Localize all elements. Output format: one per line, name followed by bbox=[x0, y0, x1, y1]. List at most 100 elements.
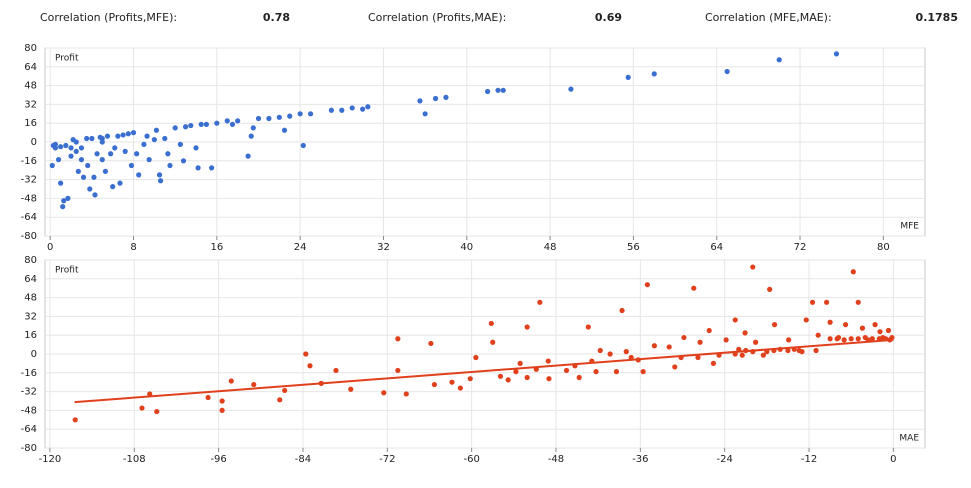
point bbox=[188, 122, 194, 129]
point bbox=[449, 379, 455, 385]
point bbox=[349, 105, 355, 111]
point bbox=[144, 133, 150, 139]
point bbox=[167, 162, 173, 169]
point bbox=[92, 192, 98, 198]
stat-label: Correlation (MFE,MAE): bbox=[705, 11, 832, 24]
point bbox=[72, 417, 78, 423]
point bbox=[276, 114, 282, 120]
point bbox=[219, 407, 225, 413]
y-tick-label: -48 bbox=[21, 405, 37, 416]
point bbox=[681, 334, 687, 341]
point bbox=[850, 269, 856, 275]
point bbox=[651, 71, 657, 77]
x-tick-label: -24 bbox=[717, 454, 733, 465]
point bbox=[417, 98, 423, 104]
point bbox=[245, 153, 251, 159]
point bbox=[834, 336, 840, 342]
point bbox=[49, 162, 55, 169]
y-tick-label: -80 bbox=[21, 443, 37, 454]
point bbox=[154, 408, 160, 415]
y-tick-label: 64 bbox=[24, 62, 37, 73]
point bbox=[706, 327, 712, 334]
y-tick-label: -32 bbox=[21, 387, 37, 398]
point bbox=[300, 142, 306, 149]
point bbox=[672, 364, 678, 370]
point bbox=[255, 115, 262, 122]
point bbox=[786, 337, 792, 343]
y-tick-label: 0 bbox=[31, 349, 37, 360]
x-tick-label: 0 bbox=[47, 242, 53, 253]
point bbox=[869, 336, 875, 342]
point bbox=[307, 363, 313, 369]
point bbox=[139, 405, 145, 411]
point bbox=[128, 162, 135, 169]
y-tick-label: 48 bbox=[24, 293, 37, 304]
point bbox=[282, 387, 288, 394]
y-tick-label: -48 bbox=[21, 193, 37, 204]
point bbox=[545, 358, 551, 364]
point bbox=[776, 57, 782, 63]
point bbox=[710, 360, 717, 366]
point bbox=[885, 327, 892, 334]
point bbox=[360, 106, 366, 112]
x-tick-label: 0 bbox=[890, 454, 896, 465]
point bbox=[162, 135, 168, 142]
x-tick-label: -108 bbox=[123, 454, 146, 465]
point bbox=[117, 180, 123, 186]
point bbox=[497, 373, 504, 379]
point bbox=[495, 87, 501, 93]
point bbox=[855, 299, 861, 305]
x-axis-label: MAE bbox=[899, 434, 919, 444]
point bbox=[724, 68, 730, 75]
y-tick-label: 16 bbox=[24, 118, 37, 129]
point bbox=[73, 139, 79, 145]
point bbox=[803, 317, 809, 323]
point bbox=[219, 398, 225, 404]
x-tick-label: -72 bbox=[379, 454, 395, 465]
point bbox=[297, 111, 303, 117]
point bbox=[84, 135, 90, 142]
y-axis-label: Profit bbox=[55, 54, 79, 64]
point bbox=[771, 322, 778, 328]
point bbox=[593, 369, 599, 375]
point bbox=[723, 337, 729, 343]
stat-label: Correlation (Profits,MFE): bbox=[40, 11, 177, 24]
point bbox=[182, 124, 189, 130]
point bbox=[403, 391, 409, 397]
point bbox=[63, 142, 69, 149]
x-tick-label: 40 bbox=[460, 242, 473, 253]
point bbox=[130, 130, 137, 136]
y-tick-label: 0 bbox=[31, 137, 37, 148]
stat-value: 0.69 bbox=[595, 11, 622, 24]
point bbox=[250, 125, 256, 131]
point bbox=[156, 172, 163, 178]
point bbox=[753, 339, 759, 345]
point bbox=[68, 153, 74, 159]
point bbox=[89, 135, 95, 142]
point bbox=[443, 94, 449, 100]
point bbox=[85, 162, 91, 169]
y-tick-label: 32 bbox=[24, 311, 37, 322]
point bbox=[141, 141, 147, 147]
point bbox=[739, 352, 745, 358]
y-tick-label: -80 bbox=[21, 231, 37, 242]
trend-line bbox=[74, 338, 894, 404]
point bbox=[827, 336, 833, 342]
point bbox=[381, 390, 387, 396]
point bbox=[112, 145, 118, 151]
point bbox=[224, 118, 230, 124]
point bbox=[563, 367, 570, 374]
point bbox=[691, 285, 697, 291]
point bbox=[348, 386, 354, 392]
point bbox=[214, 120, 220, 126]
point bbox=[87, 186, 93, 192]
point bbox=[266, 115, 272, 122]
point bbox=[303, 351, 309, 357]
point bbox=[848, 336, 854, 342]
point bbox=[431, 381, 437, 388]
point bbox=[877, 329, 883, 335]
point bbox=[651, 343, 657, 349]
point bbox=[697, 339, 703, 345]
x-tick-label: -48 bbox=[548, 454, 564, 465]
point bbox=[513, 369, 519, 375]
